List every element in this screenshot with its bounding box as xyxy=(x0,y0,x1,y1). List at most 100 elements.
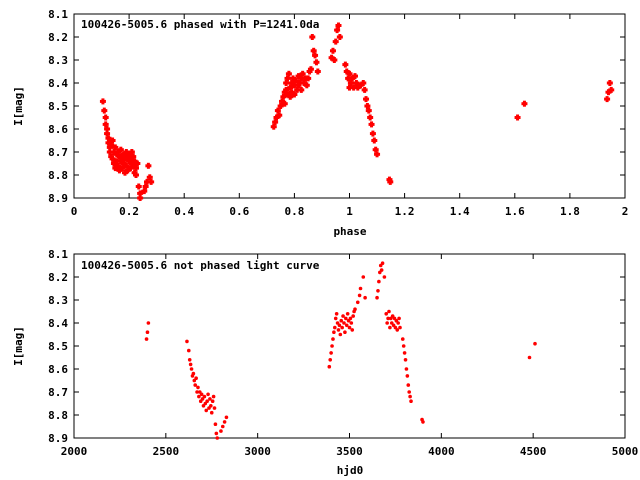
phased-x-tick-label: 0.8 xyxy=(284,205,304,218)
phased-x-axis: 0 0.2 0.4 0.6 0.8 1 1.2 1.4 1.6 1.8 2 xyxy=(71,14,628,218)
data-point xyxy=(606,80,613,86)
data-point xyxy=(329,351,333,355)
data-point xyxy=(305,75,312,82)
phased-plot: 100426-5005.6 phased with P=1241.0da 0 0.… xyxy=(12,8,628,238)
phased-y-tick-label: 8.1 xyxy=(48,8,68,21)
data-point xyxy=(309,34,316,40)
data-point xyxy=(220,424,225,429)
data-point xyxy=(195,390,199,394)
data-point xyxy=(145,330,150,335)
data-point xyxy=(344,316,348,321)
data-point xyxy=(367,114,374,121)
phased-y-axis-label: I[mag] xyxy=(12,86,25,126)
data-point xyxy=(349,321,354,325)
data-point xyxy=(395,328,400,332)
data-point xyxy=(117,146,124,153)
data-point xyxy=(209,410,214,415)
phased-x-tick-label: 0 xyxy=(71,205,78,218)
data-point xyxy=(337,323,342,328)
data-point xyxy=(328,358,333,362)
data-point xyxy=(112,144,119,151)
phased-y-tick-label: 8.6 xyxy=(48,123,68,136)
data-point xyxy=(386,316,390,321)
data-point xyxy=(514,114,521,121)
data-point xyxy=(193,383,198,387)
data-point xyxy=(353,307,357,312)
data-point xyxy=(358,286,363,291)
phased-y-tick-label: 8.8 xyxy=(48,169,68,182)
data-point xyxy=(335,22,342,29)
data-point xyxy=(222,420,227,424)
data-point xyxy=(314,68,321,75)
unphased-x-tick-label: 2000 xyxy=(61,445,88,458)
data-point xyxy=(188,362,193,367)
data-point xyxy=(327,364,332,369)
data-point xyxy=(398,325,402,330)
data-point xyxy=(342,321,346,325)
data-point xyxy=(403,358,408,362)
phased-x-tick-label: 1.8 xyxy=(560,205,580,218)
unphased-x-tick-label: 3500 xyxy=(336,445,363,458)
data-point xyxy=(363,96,370,103)
data-point xyxy=(382,275,387,279)
data-point xyxy=(135,183,142,190)
unphased-x-tick-label: 4500 xyxy=(520,445,547,458)
phased-x-tick-label: 1.6 xyxy=(505,205,525,218)
data-point xyxy=(199,392,204,397)
data-point xyxy=(102,114,109,121)
unphased-x-axis: 2000 2500 3000 3500 4000 4500 5000 xyxy=(61,254,638,458)
phased-y-tick-label: 8.2 xyxy=(48,31,68,44)
data-point xyxy=(208,397,212,401)
phased-y-tick-label: 8.4 xyxy=(48,77,68,90)
data-point xyxy=(348,316,353,321)
unphased-y-tick-label: 8.7 xyxy=(48,386,68,399)
unphased-y-tick-label: 8.2 xyxy=(48,271,68,284)
unphased-x-tick-label: 2500 xyxy=(153,445,180,458)
unphased-y-axis: 8.1 8.2 8.3 8.4 8.5 8.6 8.7 8.8 8.9 xyxy=(48,248,625,445)
data-point xyxy=(341,314,345,318)
data-point xyxy=(214,431,219,436)
phased-y-tick-label: 8.9 xyxy=(48,192,68,205)
data-point xyxy=(303,82,310,89)
data-point xyxy=(211,394,216,399)
unphased-y-tick-label: 8.4 xyxy=(48,317,68,330)
data-point xyxy=(527,355,532,360)
data-point xyxy=(336,34,343,40)
data-point xyxy=(361,275,366,279)
phased-x-axis-label: phase xyxy=(333,225,366,238)
data-point xyxy=(204,408,209,413)
data-point xyxy=(333,316,338,321)
data-point xyxy=(144,337,149,341)
data-point xyxy=(387,309,391,314)
unphased-x-axis-label: hjd0 xyxy=(337,464,364,477)
data-point xyxy=(307,66,314,73)
data-point xyxy=(346,70,353,77)
phased-x-tick-label: 0.6 xyxy=(229,205,249,218)
phased-y-tick-label: 8.5 xyxy=(48,100,68,113)
phased-x-tick-label: 1 xyxy=(346,205,353,218)
data-point xyxy=(340,325,344,330)
data-point xyxy=(374,151,381,158)
data-point xyxy=(313,59,320,66)
data-point xyxy=(402,351,407,355)
phased-x-tick-label: 1.2 xyxy=(395,205,415,218)
data-point xyxy=(215,436,220,440)
data-point xyxy=(401,344,406,348)
data-point xyxy=(330,344,334,348)
data-point xyxy=(385,321,389,325)
data-point xyxy=(219,429,223,433)
data-point xyxy=(400,337,405,341)
data-point xyxy=(186,348,191,353)
data-point xyxy=(380,261,385,266)
data-point xyxy=(345,312,350,316)
unphased-y-tick-label: 8.8 xyxy=(48,409,68,422)
data-point xyxy=(409,399,413,404)
data-point xyxy=(187,358,192,362)
data-point xyxy=(210,399,215,404)
data-point xyxy=(357,293,362,298)
phased-y-tick-label: 8.3 xyxy=(48,54,68,67)
data-point xyxy=(146,321,151,325)
unphased-y-tick-label: 8.9 xyxy=(48,432,68,445)
data-point xyxy=(312,52,319,59)
data-point xyxy=(299,70,306,77)
